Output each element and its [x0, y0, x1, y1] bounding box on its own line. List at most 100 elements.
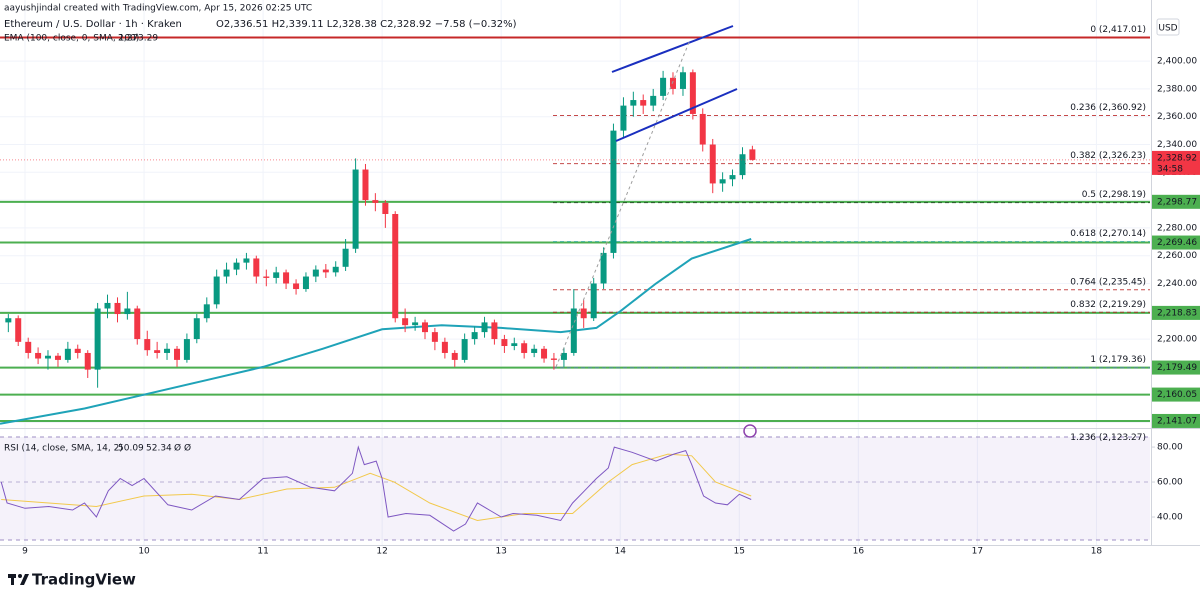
- candle-body: [699, 113, 706, 145]
- candle-body: [412, 322, 419, 326]
- candle-body: [64, 348, 71, 360]
- candle-body: [471, 332, 478, 340]
- x-tick-label: 16: [853, 547, 865, 557]
- fib-label: 0.764 (2,235.45): [1070, 277, 1146, 287]
- candle-body: [302, 276, 309, 290]
- rsi-tick-label: 80.00: [1157, 443, 1183, 453]
- level-box: [1152, 360, 1200, 375]
- candle-body: [352, 169, 359, 249]
- y-tick-label: 2,340.00: [1157, 140, 1197, 150]
- candle-body: [213, 276, 220, 305]
- candle-body: [669, 77, 676, 89]
- fib-label: 0.382 (2,326.23): [1070, 151, 1146, 161]
- candle-body: [5, 318, 12, 323]
- y-tick-label: 2,280.00: [1157, 223, 1197, 233]
- candle-body: [54, 355, 61, 360]
- candle-body: [203, 304, 210, 319]
- candle-body: [193, 318, 200, 340]
- x-tick-label: 13: [495, 547, 506, 557]
- fib-label: 0.5 (2,298.19): [1082, 190, 1146, 200]
- current-price-box: [1152, 150, 1200, 175]
- candle-body: [332, 266, 339, 273]
- candle-body: [660, 77, 667, 96]
- candle-body: [44, 355, 51, 359]
- ohlc-text: O2,336.51 H2,339.11 L2,328.38 C2,328.92 …: [216, 19, 517, 30]
- candle-body: [511, 343, 518, 347]
- candle-body: [312, 269, 319, 277]
- y-tick-label: 2,240.00: [1157, 279, 1197, 289]
- currency: USD: [1158, 24, 1177, 34]
- candle-body: [560, 352, 567, 360]
- candle-body: [501, 339, 508, 347]
- candle-body: [431, 332, 438, 342]
- fib-label: 0.618 (2,270.14): [1070, 229, 1146, 239]
- rsi-extra: Ø Ø: [174, 443, 191, 454]
- candle-body: [630, 100, 637, 106]
- rsi-label: RSI (14, close, SMA, 14, 2): [4, 444, 123, 454]
- candle-body: [521, 343, 528, 353]
- rsi-line: [0, 445, 752, 532]
- fib-label: 1.236 (2,123.27): [1070, 433, 1146, 443]
- currency-box[interactable]: [1156, 18, 1180, 36]
- candle-body: [174, 348, 181, 360]
- candle-body: [372, 200, 379, 203]
- trend-line: [611, 25, 734, 73]
- candle-body: [531, 348, 538, 353]
- level-box: [1152, 235, 1200, 250]
- candle-body: [233, 262, 240, 270]
- candle-body: [640, 100, 647, 106]
- y-tick-label: 2,400.00: [1157, 57, 1197, 67]
- x-tick-label: 11: [257, 547, 268, 557]
- candle-body: [243, 258, 250, 263]
- candle-body: [342, 248, 349, 267]
- candle-body: [402, 318, 409, 326]
- candle-body: [422, 322, 428, 333]
- candle-body: [74, 348, 81, 353]
- candle-body: [392, 214, 399, 319]
- candle-body: [362, 169, 369, 201]
- candle-body: [550, 358, 557, 360]
- candle-body: [144, 339, 151, 351]
- candle-body: [164, 348, 171, 353]
- candle-body: [600, 252, 607, 284]
- candle-body: [114, 302, 121, 315]
- rsi-ma-line: [1, 453, 752, 522]
- current-price-label: 2,328.92: [1157, 153, 1197, 163]
- candle-body: [739, 154, 746, 176]
- credit: aayushjindal created with TradingView.co…: [4, 4, 312, 14]
- fib-label: 0 (2,417.01): [1090, 25, 1146, 35]
- candle-body: [124, 308, 131, 315]
- symbol: Ethereum / U.S. Dollar · 1h · Kraken: [4, 19, 182, 30]
- candle-body: [15, 318, 22, 342]
- candle-body: [749, 149, 756, 160]
- rsi-pane: [0, 445, 752, 532]
- candle-body: [590, 283, 597, 319]
- x-tick-label: 14: [615, 547, 627, 557]
- candle-body: [679, 72, 686, 89]
- y-tick-label: 2,360.00: [1157, 112, 1197, 122]
- candle-body: [689, 72, 696, 114]
- candle-body: [719, 179, 726, 184]
- candle-body: [84, 352, 91, 370]
- brand: TradingView: [32, 571, 136, 589]
- candle-body: [154, 350, 161, 353]
- rsi-band: [0, 437, 1150, 540]
- candle-body: [441, 341, 448, 353]
- candle-body: [650, 95, 657, 106]
- ema-label: EMA (100, close, 0, SMA, 100): [4, 34, 139, 44]
- x-tick-label: 12: [376, 547, 387, 557]
- fib-label: 0.832 (2,219.29): [1070, 300, 1146, 310]
- level-box: [1152, 413, 1200, 428]
- ema-value: 2,273.29: [118, 34, 158, 44]
- rsi-tick-label: 60.00: [1157, 478, 1183, 488]
- level-label: 2,269.46: [1157, 238, 1197, 248]
- candle-body: [481, 322, 488, 333]
- level-label: 2,141.07: [1157, 416, 1197, 426]
- rsi-value: 50.09: [118, 444, 144, 454]
- countdown: 34:58: [1157, 164, 1183, 174]
- event-icon[interactable]: [743, 424, 757, 438]
- level-label: 2,298.77: [1157, 197, 1197, 207]
- fib-trend: [555, 39, 691, 368]
- candle-body: [134, 308, 141, 340]
